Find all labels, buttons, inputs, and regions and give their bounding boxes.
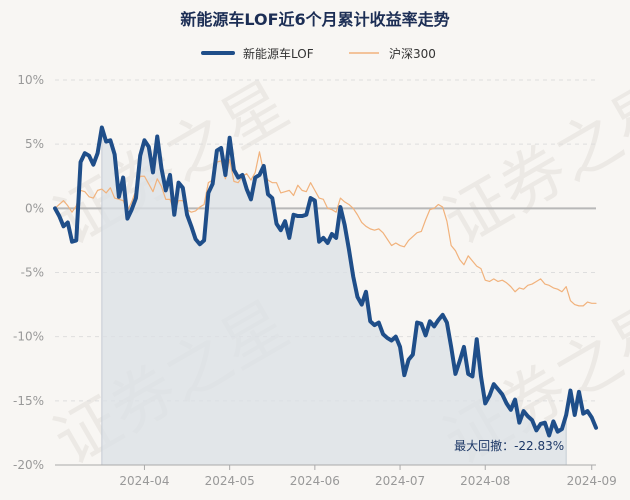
- series-line-index: [54, 151, 597, 307]
- legend: 新能源车LOF 沪深300: [201, 46, 436, 61]
- y-tick-label: -5%: [21, 266, 44, 280]
- axes: 2024-04 2024-05 2024-06 2024-07 2024-08 2024-…: [55, 464, 617, 488]
- x-tick-label: 2024-06: [290, 474, 340, 488]
- max-drawdown: [101, 127, 567, 465]
- max-drawdown-label: 最大回撤：-22.83%: [454, 438, 564, 453]
- chart-title: 新能源车LOF近6个月累计收益率走势: [180, 10, 449, 29]
- drawdown-area: [101, 127, 567, 465]
- series-line-fund: [53, 125, 598, 438]
- series: [53, 125, 598, 438]
- y-tick-label: -15%: [13, 394, 44, 408]
- x-tick-label: 2024-09: [567, 474, 617, 488]
- x-tick-label: 2024-07: [375, 474, 425, 488]
- watermark-text: 证券之星: [432, 68, 630, 260]
- y-tick-label: 10%: [17, 73, 44, 87]
- x-tick-label: 2024-04: [119, 474, 169, 488]
- y-tick-label: 0%: [25, 201, 44, 215]
- x-tick-label: 2024-05: [205, 474, 255, 488]
- y-tick-label: -20%: [13, 458, 44, 472]
- y-tick-label: -10%: [13, 330, 44, 344]
- legend-label-index: 沪深300: [389, 47, 436, 61]
- x-tick-label: 2024-08: [460, 474, 510, 488]
- y-tick-label: 5%: [25, 137, 44, 151]
- legend-label-fund: 新能源车LOF: [243, 46, 314, 61]
